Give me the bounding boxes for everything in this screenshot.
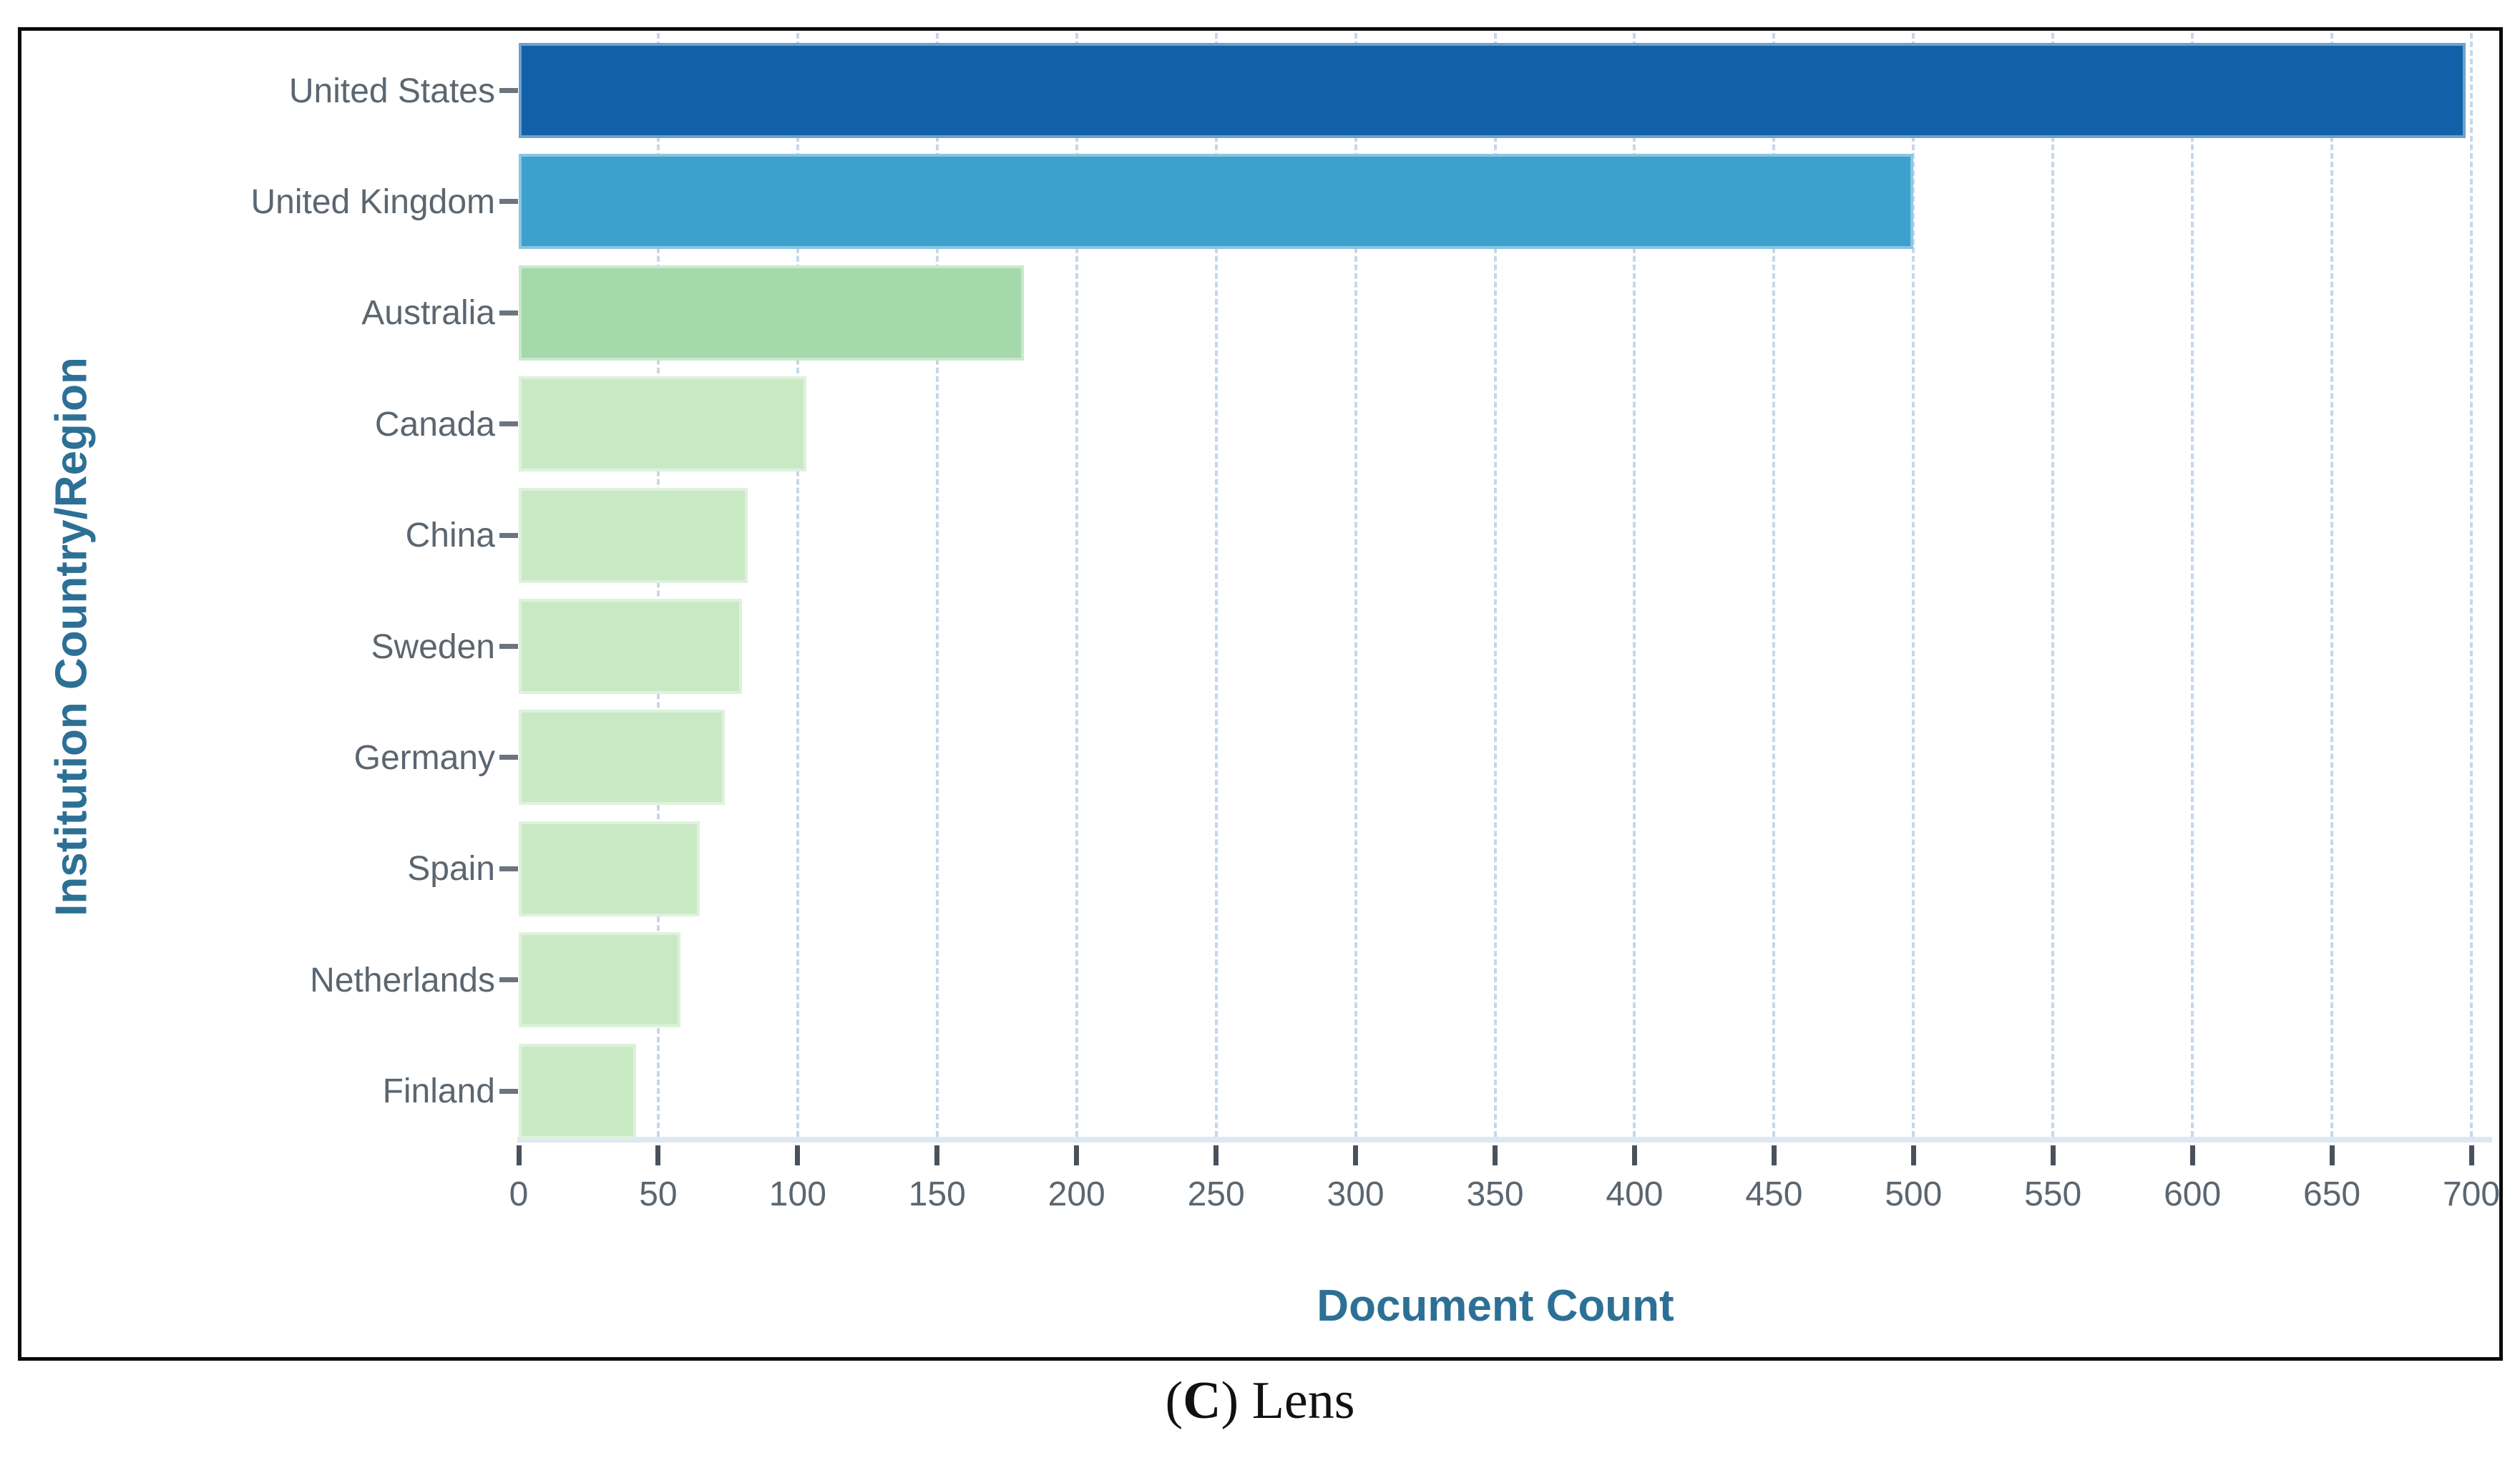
x-tick-450 <box>1771 1145 1777 1165</box>
caption-paren-open: ( <box>1165 1371 1183 1430</box>
x-tick-label-300: 300 <box>1327 1175 1384 1213</box>
y-tick-5 <box>499 644 518 649</box>
gridline-x-150 <box>935 33 939 1137</box>
x-tick-label-650: 650 <box>2303 1175 2361 1213</box>
y-tick-3 <box>499 421 518 427</box>
gridline-x-300 <box>1354 33 1357 1137</box>
x-axis-line <box>517 1137 2492 1143</box>
category-label: United Kingdom <box>250 182 495 221</box>
x-tick-label-600: 600 <box>2164 1175 2222 1213</box>
category-label: Australia <box>361 294 495 333</box>
x-tick-label-550: 550 <box>2024 1175 2082 1213</box>
gridline-x-400 <box>1633 33 1636 1137</box>
category-label: United States <box>288 72 495 110</box>
gridline-x-200 <box>1075 33 1078 1137</box>
gridline-x-600 <box>2191 33 2194 1137</box>
x-tick-label-250: 250 <box>1187 1175 1245 1213</box>
x-tick-0 <box>516 1145 522 1165</box>
y-tick-2 <box>499 310 518 315</box>
category-label: Canada <box>374 405 495 444</box>
bar-germany[interactable] <box>519 710 726 806</box>
x-tick-400 <box>1631 1145 1637 1165</box>
category-label: China <box>405 517 495 555</box>
gridline-x-100 <box>796 33 799 1137</box>
x-tick-label-100: 100 <box>768 1175 826 1213</box>
x-tick-350 <box>1493 1145 1498 1165</box>
x-tick-250 <box>1213 1145 1219 1165</box>
x-tick-label-0: 0 <box>509 1175 529 1213</box>
caption-source-name: ) Lens <box>1221 1371 1355 1430</box>
y-tick-7 <box>499 866 518 871</box>
y-axis-title: Institution Country/Region <box>47 357 97 916</box>
category-label: Spain <box>407 850 495 889</box>
x-tick-650 <box>2329 1145 2335 1165</box>
x-tick-100 <box>795 1145 801 1165</box>
x-tick-200 <box>1074 1145 1080 1165</box>
bar-canada[interactable] <box>519 376 806 472</box>
x-tick-50 <box>655 1145 661 1165</box>
bar-netherlands[interactable] <box>519 932 681 1028</box>
bar-australia[interactable] <box>519 265 1024 361</box>
bar-spain[interactable] <box>519 821 700 916</box>
category-label: Sweden <box>371 627 495 666</box>
y-tick-8 <box>499 977 518 983</box>
gridline-x-700 <box>2470 33 2473 1137</box>
y-tick-6 <box>499 755 518 760</box>
x-axis-title: Document Count <box>1317 1281 1674 1331</box>
x-tick-label-700: 700 <box>2442 1175 2501 1213</box>
x-tick-label-400: 400 <box>1606 1175 1664 1213</box>
gridline-x-500 <box>1912 33 1915 1137</box>
category-label: Finland <box>382 1072 495 1111</box>
y-tick-9 <box>499 1088 518 1094</box>
bar-united-kingdom[interactable] <box>519 154 1914 250</box>
x-tick-600 <box>2189 1145 2195 1165</box>
category-label: Netherlands <box>310 961 495 999</box>
figure-caption: (C) Lens <box>0 1371 2520 1432</box>
x-tick-label-500: 500 <box>1885 1175 1943 1213</box>
bar-united-states[interactable] <box>519 43 2466 138</box>
gridline-x-650 <box>2330 33 2334 1137</box>
gridline-x-550 <box>2051 33 2055 1137</box>
bar-china[interactable] <box>519 487 748 583</box>
bar-finland[interactable] <box>519 1043 636 1139</box>
x-tick-label-450: 450 <box>1745 1175 1803 1213</box>
x-tick-700 <box>2468 1145 2474 1165</box>
gridline-x-50 <box>656 33 660 1137</box>
x-tick-550 <box>2050 1145 2056 1165</box>
gridline-x-450 <box>1772 33 1776 1137</box>
x-tick-label-50: 50 <box>639 1175 678 1213</box>
x-tick-label-150: 150 <box>908 1175 966 1213</box>
y-tick-1 <box>499 199 518 205</box>
x-tick-150 <box>934 1145 940 1165</box>
x-tick-label-350: 350 <box>1466 1175 1524 1213</box>
caption-panel-letter: C <box>1183 1371 1221 1430</box>
y-tick-0 <box>499 88 518 93</box>
gridline-x-250 <box>1214 33 1218 1137</box>
y-tick-4 <box>499 532 518 538</box>
category-label: Germany <box>353 738 495 777</box>
x-tick-500 <box>1910 1145 1916 1165</box>
x-tick-300 <box>1353 1145 1359 1165</box>
gridline-x-350 <box>1493 33 1497 1137</box>
bar-sweden[interactable] <box>519 599 742 694</box>
x-tick-label-200: 200 <box>1047 1175 1105 1213</box>
